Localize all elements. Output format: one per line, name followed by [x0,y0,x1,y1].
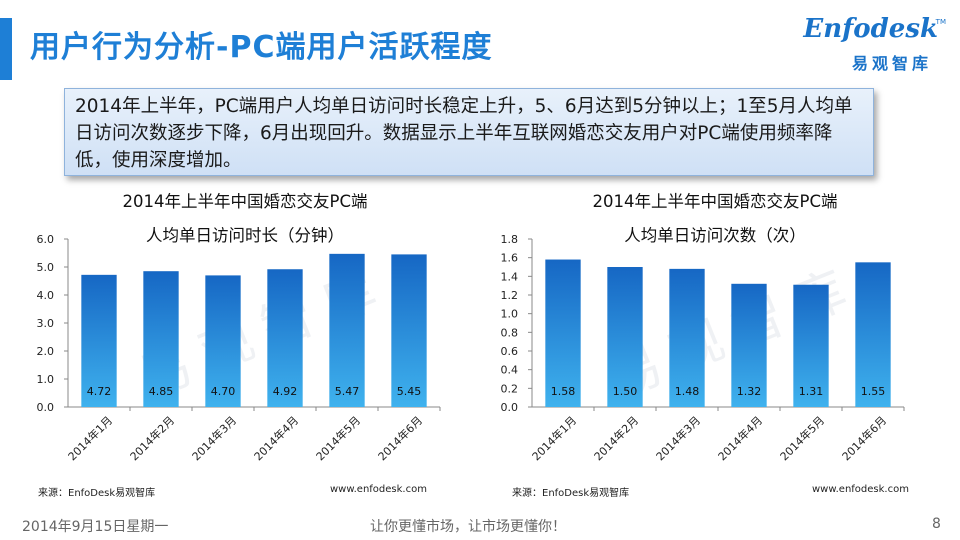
bar-value-label: 1.31 [799,385,824,398]
bar-value-label: 1.50 [613,385,638,398]
bar [545,259,581,407]
bar [267,269,303,407]
bar-value-label: 4.85 [149,385,174,398]
logo-wordmark: Enfodesk [803,14,938,44]
y-tick-label: 1.6 [501,252,519,265]
x-category-label: 2014年2月 [591,413,641,463]
x-category-label: 2014年1月 [529,413,579,463]
chart1-title: 2014年上半年中国婚恋交友PC端 人均单日访问时长（分钟） [90,185,400,253]
footer-slogan: 让你更懂市场，让市场更懂你！ [370,519,566,535]
bar-value-label: 1.48 [675,385,700,398]
chart2-website: www.enfodesk.com [812,484,909,495]
chart1-title-line1: 2014年上半年中国婚恋交友PC端 [122,192,368,211]
bar [205,275,241,407]
chart2-title: 2014年上半年中国婚恋交友PC端 人均单日访问次数（次） [560,185,870,253]
x-category-label: 2014年5月 [777,413,827,463]
y-tick-label: 4.0 [37,289,55,302]
chart1-svg: 0.01.02.03.04.05.06.04.722014年1月4.852014… [37,233,441,463]
chart1-website: www.enfodesk.com [330,484,427,495]
bar-value-label: 1.55 [861,385,886,398]
bar-value-label: 5.45 [397,385,422,398]
chart1-source: 来源：EnfoDesk易观智库 [38,488,156,499]
y-tick-label: 1.4 [501,270,519,283]
bar [391,254,427,407]
footer-date: 2014年9月15日星期一 [22,519,169,535]
bar [143,271,179,407]
y-tick-label: 1.8 [501,233,519,246]
page-title: 用户行为分析-PC端用户活跃程度 [30,30,493,65]
bar [669,268,705,407]
bar [855,262,891,407]
bar [607,267,643,407]
y-tick-label: 1.0 [501,308,519,321]
bar-value-label: 1.58 [551,385,576,398]
y-tick-label: 2.0 [37,345,55,358]
y-tick-label: 0.6 [501,345,519,358]
chart2-title-line2: 人均单日访问次数（次） [624,226,806,245]
y-tick-label: 3.0 [37,317,55,330]
title-accent-bar [0,18,12,80]
y-tick-label: 0.2 [501,382,519,395]
y-tick-label: 0.0 [501,401,519,414]
bar [731,283,767,407]
y-tick-label: 0.4 [501,364,519,377]
bar [81,274,117,407]
y-tick-label: 6.0 [37,233,55,246]
chart2-source: 来源：EnfoDesk易观智库 [512,488,630,499]
y-tick-label: 1.2 [501,289,519,302]
y-tick-label: 0.0 [37,401,55,414]
y-tick-label: 1.0 [37,373,55,386]
chart2-svg: 0.0 0.2 0.4 0.6 0.8 1.0 1.2 1.4 1.6 1.8 1.58 2014年1… [501,233,905,463]
bar-value-label: 4.92 [273,385,298,398]
enfodesk-logo: Enfodesk TM 易观智库 [798,14,946,74]
bar-value-label: 4.70 [211,385,236,398]
logo-chinese: 易观智库 [851,54,932,73]
y-tick-label: 0.8 [501,326,519,339]
x-category-label: 2014年4月 [715,413,765,463]
bar-value-label: 1.32 [737,385,762,398]
bar-value-label: 4.72 [87,385,112,398]
chart1-title-line2: 人均单日访问时长（分钟） [146,226,344,245]
y-tick-label: 5.0 [37,261,55,274]
bar [329,253,365,407]
summary-box: 2014年上半年，PC端用户人均单日访问时长稳定上升，5、6月达到5分钟以上；1… [64,88,874,176]
bar-value-label: 5.47 [335,385,360,398]
logo-tm: TM [935,18,946,26]
x-category-label: 2014年6月 [839,413,889,463]
footer-page-number: 8 [932,516,941,532]
chart2-title-line1: 2014年上半年中国婚恋交友PC端 [592,192,838,211]
bar [793,284,829,407]
x-category-label: 2014年3月 [653,413,703,463]
